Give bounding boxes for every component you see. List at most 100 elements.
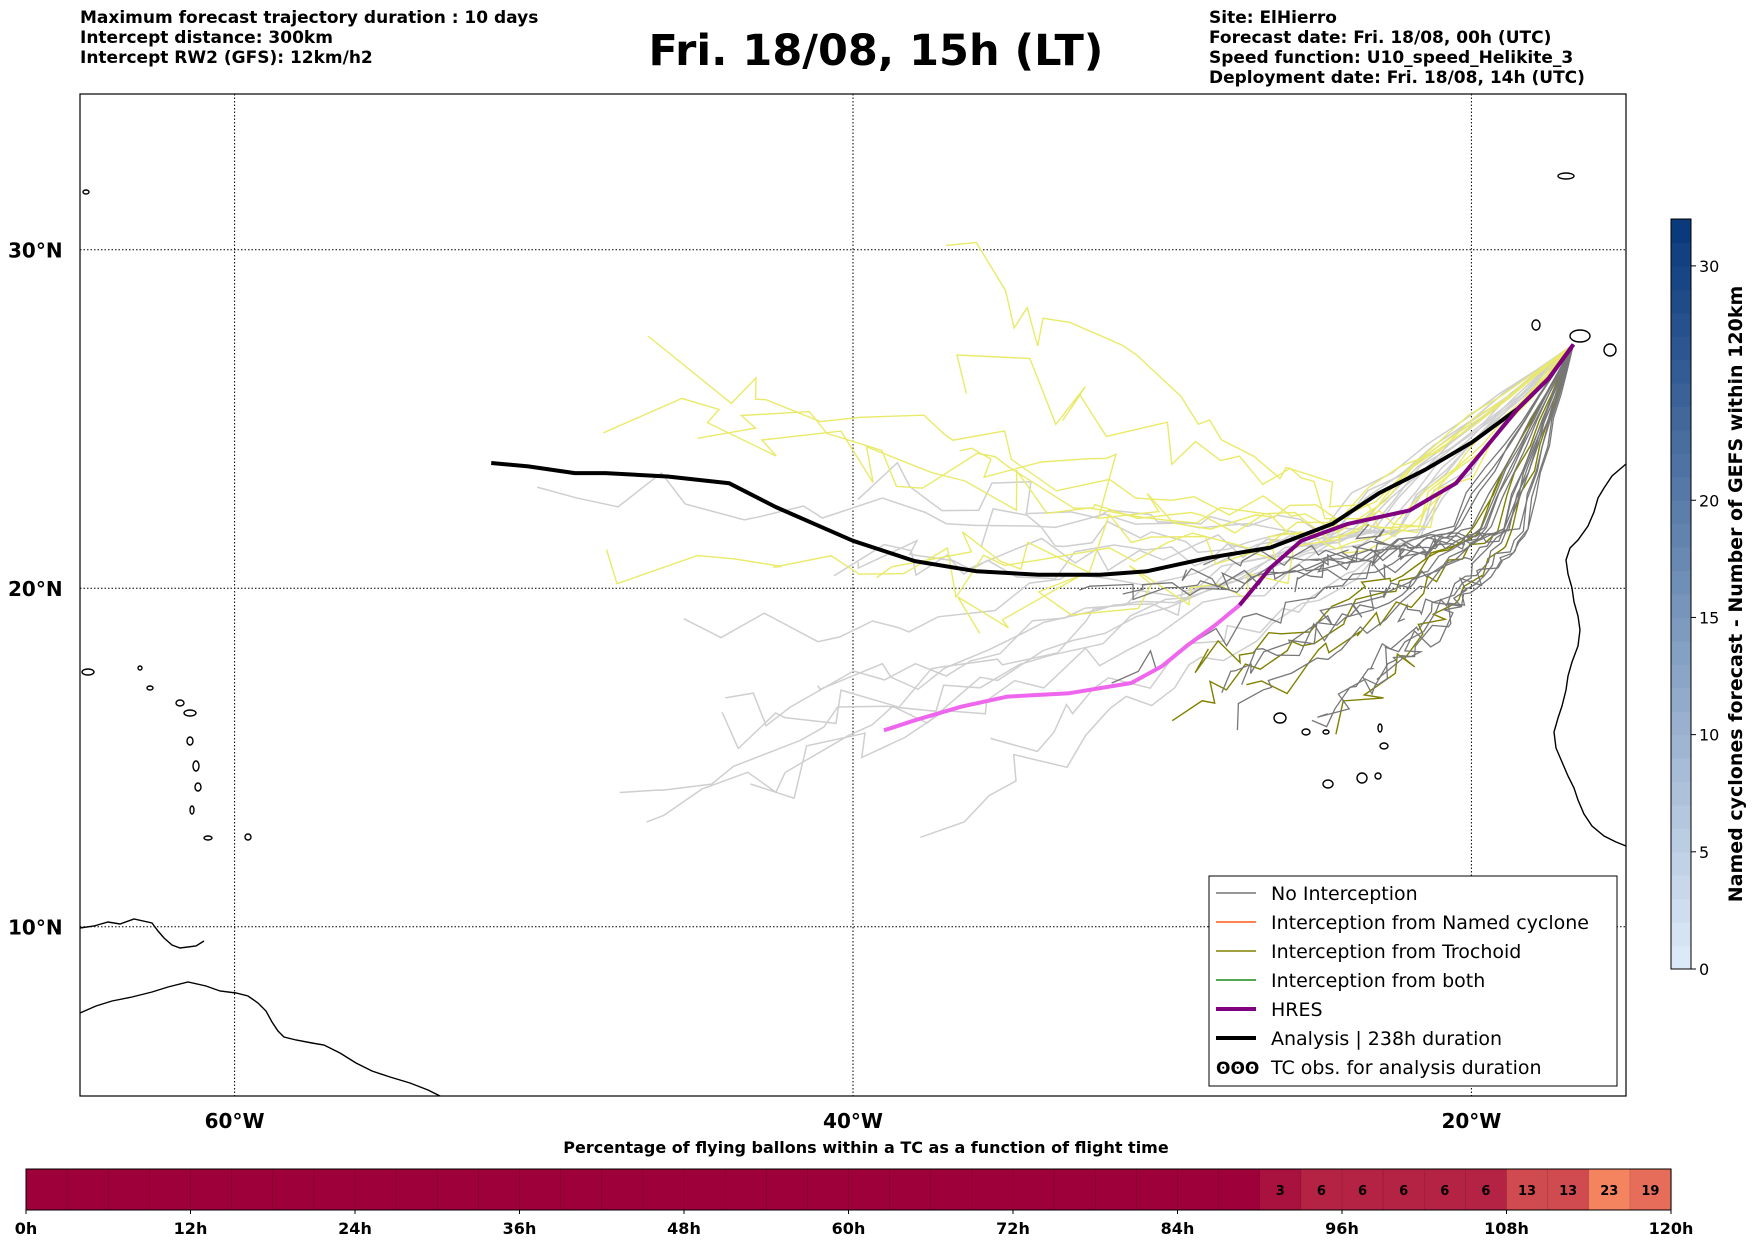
axis-ticks: 60°W 40°W 20°W 30°N 20°N 10°N <box>8 239 1501 1133</box>
gefs-trajectory <box>1241 344 1574 685</box>
site-info-line: Forecast date: Fri. 18/08, 00h (UTC) <box>1209 28 1552 48</box>
gefs-trajectory-light <box>536 343 1574 537</box>
legend-label: Analysis | 238h duration <box>1271 1028 1502 1050</box>
heatmap-tick-label: 96h <box>1325 1219 1359 1238</box>
legend: No Interception Interception from Named c… <box>1208 875 1618 1087</box>
island <box>1557 172 1575 180</box>
heatmap-cell <box>1341 1168 1384 1211</box>
island <box>194 782 202 792</box>
island <box>1603 343 1617 357</box>
colorbar-segment <box>1671 804 1691 829</box>
legend-label: Interception from Trochoid <box>1271 941 1521 963</box>
gefs-trajectory-light <box>857 343 1574 572</box>
heatmap-cell <box>560 1168 603 1211</box>
heatmap-cell <box>272 1168 315 1211</box>
x-tick-label: 20°W <box>1441 1109 1501 1133</box>
colorbar-tick-label: 5 <box>1699 843 1709 862</box>
colorbar-tick-label: 20 <box>1699 491 1719 510</box>
site-info-line: Deployment date: Fri. 18/08, 14h (UTC) <box>1209 68 1585 88</box>
island <box>189 805 195 815</box>
colorbar-segment <box>1671 265 1691 290</box>
colorbar-segment <box>1671 289 1691 314</box>
heatmap-cell <box>25 1168 68 1211</box>
heatmap-cell <box>519 1168 562 1211</box>
heatmap-tick-label: 0h <box>15 1219 38 1238</box>
heatmap-cell <box>107 1168 151 1211</box>
gefs-trajectory-light <box>683 343 1574 643</box>
heatmap-cell <box>807 1168 850 1211</box>
hres-track <box>883 603 1241 733</box>
heatmap-cell <box>478 1168 521 1211</box>
heatmap-cell <box>930 1168 973 1211</box>
colorbar-segment <box>1671 383 1691 407</box>
colorbar-segment <box>1671 851 1691 876</box>
colorbar-segment <box>1671 898 1691 923</box>
island <box>1377 723 1383 733</box>
coastline <box>80 172 1626 1096</box>
gefs-trajectory <box>1079 344 1574 601</box>
colorbar-segment <box>1671 219 1691 243</box>
colorbar-segment <box>1671 640 1691 665</box>
island <box>1322 729 1330 735</box>
colorbar-segment <box>1671 453 1691 478</box>
gefs-trajectory <box>1122 344 1574 597</box>
heatmap-cell <box>889 1168 932 1211</box>
heatmap-cell <box>642 1168 685 1211</box>
legend-label: Interception from both <box>1271 970 1485 992</box>
gefs-trajectory-light <box>619 343 1574 794</box>
heatmap-cell-label: 6 <box>1440 1184 1449 1199</box>
colorbar: 0 5 10 15 20 30 Named cyclones forecast - Num… <box>1670 218 1747 979</box>
colorbar-segment <box>1671 547 1691 572</box>
island <box>146 685 154 691</box>
heatmap-cell <box>149 1168 192 1211</box>
heatmap-cell <box>395 1168 439 1211</box>
island <box>203 835 213 841</box>
colorbar-segment <box>1671 922 1691 947</box>
heatmap-cell-label: 19 <box>1641 1184 1659 1199</box>
gefs-trajectory <box>1203 344 1574 567</box>
heatmap-cell <box>683 1168 726 1211</box>
gefs-trajectory-light <box>750 343 1574 800</box>
site-info-line: Speed function: U10_speed_Helikite_3 <box>1209 48 1574 68</box>
island <box>1531 319 1541 331</box>
heatmap-cell <box>971 1168 1014 1211</box>
island <box>183 709 197 717</box>
heatmap-cell <box>848 1168 891 1211</box>
colorbar-segment <box>1671 617 1691 642</box>
colorbar-segment <box>1671 429 1691 454</box>
legend-label: HRES <box>1271 999 1323 1021</box>
heatmap-cell <box>1177 1168 1220 1211</box>
legend-label: Interception from Named cyclone <box>1271 912 1589 934</box>
heatmap-tick-label: 84h <box>1161 1219 1195 1238</box>
heatmap-cell <box>66 1168 110 1211</box>
gefs-trajectory <box>1362 344 1575 696</box>
legend-label: TC obs. for analysis duration <box>1270 1057 1542 1079</box>
gefs-trajectory <box>1236 344 1574 731</box>
colorbar-segment <box>1671 570 1691 595</box>
heatmap-cell-label: 23 <box>1600 1184 1618 1199</box>
heatmap-cell-label: 6 <box>1358 1184 1367 1199</box>
flight-time-title: Percentage of flying ballons within a TC… <box>563 1138 1169 1157</box>
heatmap-tick-label: 36h <box>503 1219 537 1238</box>
y-tick-label: 20°N <box>8 577 63 601</box>
run-info-line: Maximum forecast trajectory duration : 1… <box>80 8 539 28</box>
trochoid-trajectory-yellow <box>647 335 1574 534</box>
island <box>1379 742 1389 750</box>
colorbar-segment <box>1671 758 1691 782</box>
gefs-trajectory <box>1221 344 1574 694</box>
trochoid-trajectory-yellow <box>945 241 1574 529</box>
colorbar-tick-label: 30 <box>1699 257 1719 276</box>
colorbar-segment <box>1671 664 1691 689</box>
colorbar-label: Named cyclones forecast - Number of GEFS… <box>1725 286 1747 903</box>
colorbar-segment <box>1671 359 1691 384</box>
heatmap-cell-label: 6 <box>1317 1184 1326 1199</box>
island <box>175 699 185 707</box>
colorbar-segment <box>1671 500 1691 525</box>
colorbar-segment <box>1671 875 1691 900</box>
heatmap-tick-label: 120h <box>1649 1219 1694 1238</box>
island <box>186 736 194 746</box>
gefs-trajectory <box>1181 344 1574 588</box>
gefs-trajectory <box>1396 344 1575 623</box>
heatmap-cell-label: 6 <box>1399 1184 1408 1199</box>
